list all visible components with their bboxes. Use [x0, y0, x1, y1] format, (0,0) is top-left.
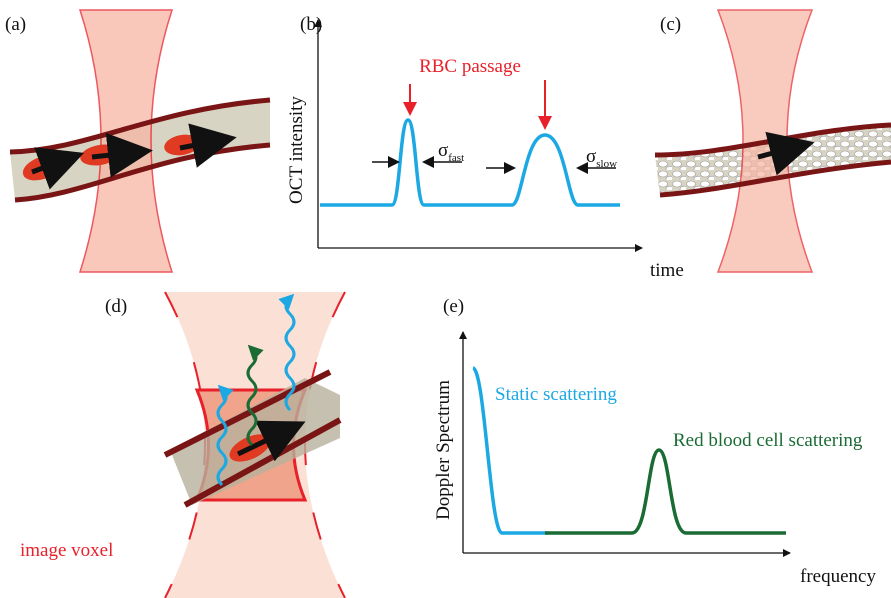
- panel-d: (d) image voxel: [20, 292, 345, 598]
- x-axis-label: frequency: [800, 566, 876, 587]
- x-axis-label: time: [650, 260, 684, 281]
- text-part: σ: [438, 140, 448, 161]
- panel-label: (d): [105, 296, 127, 317]
- text-part: slow: [596, 158, 617, 170]
- sigma-fast: σfast: [438, 140, 464, 164]
- panel-e: (e) Doppler Spectrum frequency Static sc…: [433, 296, 876, 587]
- panel-label: (b): [300, 14, 322, 35]
- panel-label: (a): [5, 14, 26, 35]
- y-axis-label: Doppler Spectrum: [433, 380, 454, 520]
- figure: (a) (b) OCT intensity time RBC passage σ…: [0, 0, 891, 598]
- panel-label: (c): [660, 14, 681, 35]
- series-label: Red blood cell scattering: [673, 430, 863, 451]
- annotation: RBC passage: [419, 56, 521, 77]
- panel-label: (e): [443, 296, 464, 317]
- panel-b: (b) OCT intensity time RBC passage σfast…: [286, 14, 684, 281]
- panel-a: (a): [5, 10, 270, 272]
- text-part: σ: [586, 146, 596, 167]
- panel-c: (c): [655, 10, 891, 272]
- y-axis-label: OCT intensity: [286, 96, 307, 204]
- series-label: Static scattering: [495, 384, 617, 405]
- annotation: image voxel: [20, 540, 113, 561]
- text-part: fast: [448, 152, 464, 164]
- sigma-slow: σslow: [586, 146, 617, 170]
